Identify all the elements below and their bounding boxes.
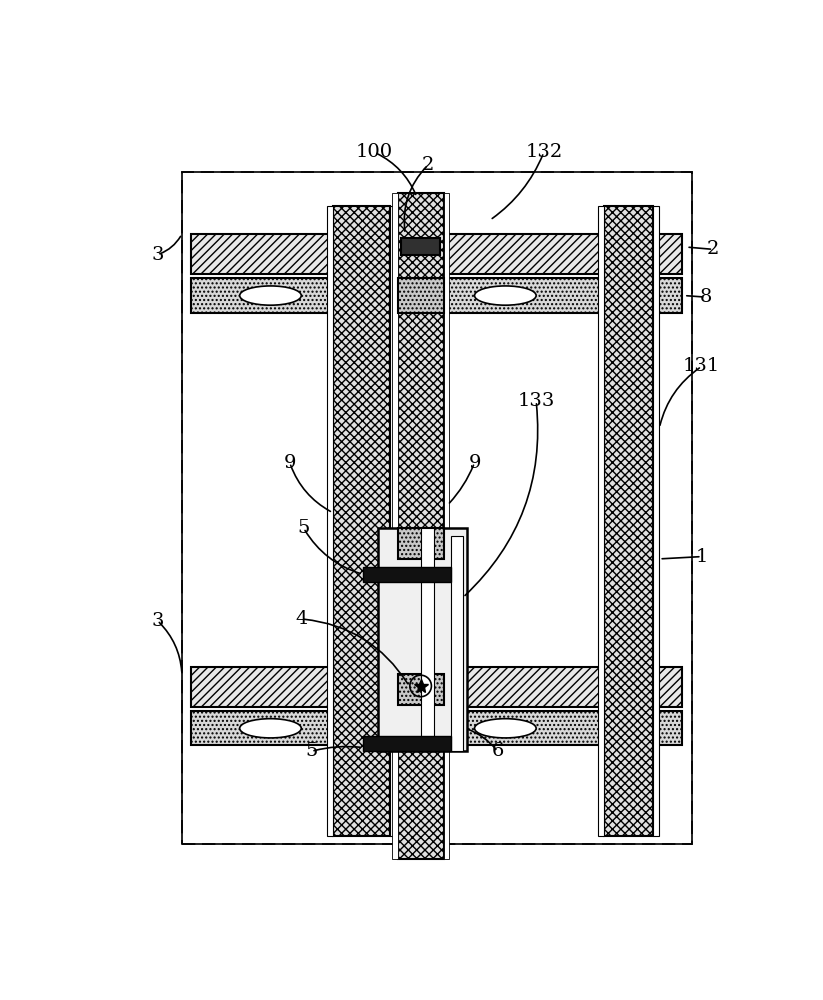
Ellipse shape: [239, 719, 301, 738]
Bar: [390, 206, 396, 836]
Text: 8: 8: [700, 288, 712, 306]
Text: 9: 9: [283, 454, 296, 472]
Text: 1: 1: [695, 548, 708, 566]
Bar: [191, 667, 682, 707]
Bar: [402, 238, 439, 255]
Bar: [604, 206, 653, 836]
Bar: [398, 278, 444, 312]
Bar: [191, 234, 682, 274]
Bar: [182, 172, 691, 844]
Text: 2: 2: [422, 156, 435, 174]
Text: 5: 5: [305, 742, 318, 760]
Text: 133: 133: [518, 392, 555, 410]
Text: 3: 3: [151, 611, 164, 630]
Bar: [191, 711, 682, 745]
Bar: [398, 711, 444, 745]
Bar: [327, 206, 332, 836]
Text: 131: 131: [683, 357, 720, 375]
Bar: [332, 206, 390, 836]
Bar: [398, 674, 444, 705]
Text: 2: 2: [707, 240, 719, 258]
Ellipse shape: [475, 719, 536, 738]
Text: 100: 100: [356, 143, 393, 161]
Bar: [421, 528, 435, 751]
Ellipse shape: [475, 286, 536, 305]
Bar: [363, 567, 452, 582]
Bar: [191, 278, 682, 312]
Bar: [444, 193, 449, 859]
Bar: [379, 528, 467, 751]
Bar: [182, 172, 691, 844]
Text: 9: 9: [468, 454, 481, 472]
Bar: [452, 536, 463, 751]
Ellipse shape: [239, 286, 301, 305]
Text: 6: 6: [491, 742, 504, 760]
Text: 132: 132: [525, 143, 562, 161]
Bar: [653, 206, 659, 836]
Bar: [363, 736, 452, 751]
Bar: [597, 206, 604, 836]
Text: 4: 4: [295, 610, 308, 628]
Bar: [398, 528, 444, 559]
Text: 3: 3: [151, 246, 164, 264]
Bar: [398, 193, 444, 859]
Text: 5: 5: [297, 519, 309, 537]
Bar: [392, 193, 398, 859]
